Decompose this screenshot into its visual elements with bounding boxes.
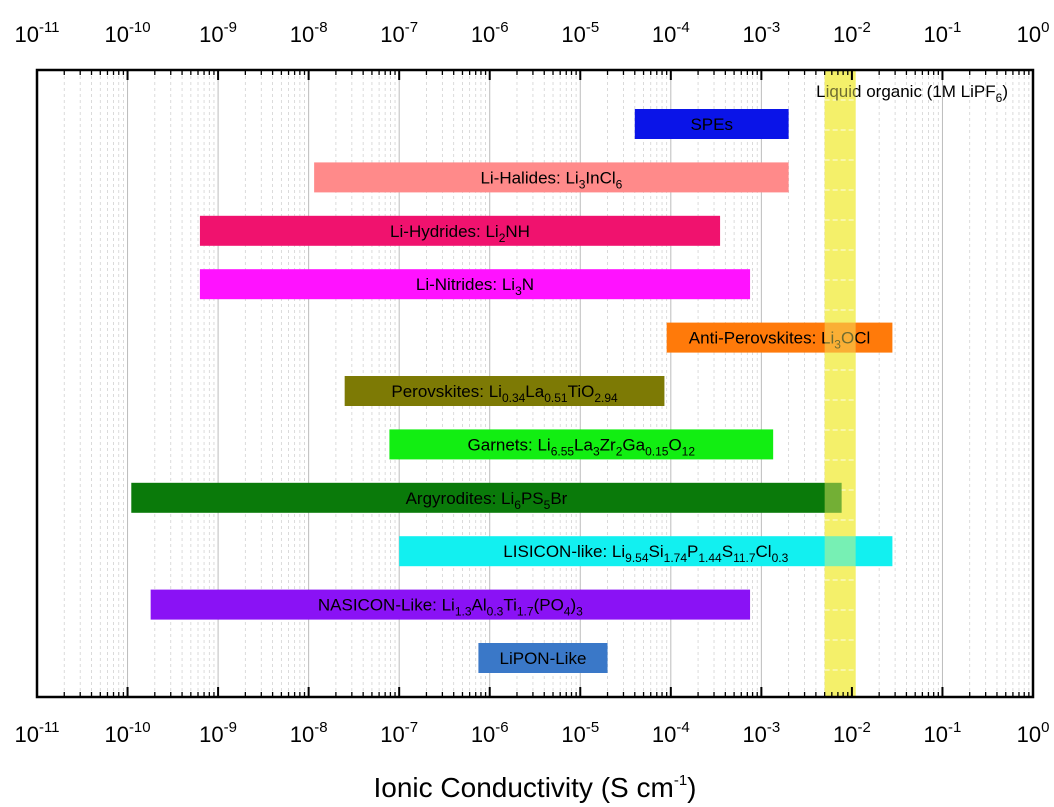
bar — [344, 376, 665, 406]
x-axis-title-main: Ionic Conductivity (S cm — [374, 772, 674, 803]
bar-label: Garnets: Li6.55La3Zr2Ga0.15O12 — [468, 435, 696, 458]
bar — [314, 162, 789, 193]
top-tick-label: 10-10 — [104, 19, 150, 47]
top-tick-label: 10-3 — [742, 19, 780, 47]
liquid-organic-highlight: Liquid organic (1M LiPF6) — [816, 70, 1008, 697]
bar-label: LISICON-like: Li9.54Si1.74P1.44S11.7Cl0.… — [503, 542, 788, 565]
bottom-tick-label: 10-9 — [199, 719, 237, 747]
bar — [199, 215, 721, 246]
x-axis-title: Ionic Conductivity (S cm-1) — [374, 772, 697, 803]
bottom-tick-label: 10-5 — [561, 719, 599, 747]
bar-label: Perovskites: Li0.34La0.51TiO2.94 — [391, 382, 618, 405]
bar — [478, 643, 608, 673]
top-tick-label: 10-2 — [833, 19, 871, 47]
bar-label: Li-Halides: Li3InCl6 — [480, 168, 622, 191]
top-tick-label: 100 — [1017, 19, 1050, 47]
bar-label: SPEs — [690, 115, 733, 134]
top-tick-label: 10-1 — [924, 19, 962, 47]
bar — [399, 536, 893, 567]
highlight-overlay — [824, 70, 856, 697]
top-tick-label: 10-9 — [199, 19, 237, 47]
bar-label: Argyrodites: Li6PS5Br — [406, 489, 568, 512]
bar — [389, 429, 774, 460]
bar-label: LiPON-Like — [500, 649, 587, 668]
bottom-tick-label: 10-3 — [742, 719, 780, 747]
top-tick-label: 10-6 — [471, 19, 509, 47]
bottom-tick-label: 10-2 — [833, 719, 871, 747]
axis-ticks — [36, 70, 1034, 697]
bottom-tick-label: 10-1 — [924, 719, 962, 747]
bottom-tick-label: 10-7 — [380, 719, 418, 747]
bottom-tick-label: 100 — [1017, 719, 1050, 747]
bar — [131, 482, 842, 513]
x-axis-title-sup: -1 — [674, 772, 687, 789]
bottom-tick-label: 10-4 — [652, 719, 690, 747]
x-axis-title-tail: ) — [687, 772, 696, 803]
bottom-tick-label: 10-11 — [14, 719, 59, 747]
plot-frame — [35, 68, 1035, 699]
bar — [199, 269, 751, 300]
bar-label: NASICON-Like: Li1.3Al0.3Ti1.7(PO4)3 — [318, 596, 583, 619]
bar-label: Li-Hydrides: Li2NH — [390, 222, 530, 245]
bar — [634, 109, 789, 139]
bottom-tick-label: 10-8 — [290, 719, 328, 747]
bottom-tick-label: 10-10 — [104, 719, 150, 747]
top-tick-label: 10-4 — [652, 19, 690, 47]
bottom-tick-label: 10-6 — [471, 719, 509, 747]
liquid-organic-band — [824, 70, 856, 697]
top-tick-label: 10-8 — [290, 19, 328, 47]
tick-labels: 10-11 10-11 10-10 10-10 10-9 10-9 10-8 10-8 10-7… — [14, 19, 1049, 747]
liquid-organic-overlay — [824, 70, 856, 697]
bars: SPEs Li-Halides: Li3InCl6 Li-Hydrides: Li2… — [131, 109, 893, 673]
top-tick-label: 10-5 — [561, 19, 599, 47]
bar-label: Li-Nitrides: Li3N — [416, 275, 534, 298]
liquid-organic-label: Liquid organic (1M LiPF6) — [816, 82, 1008, 105]
top-tick-label: 10-7 — [380, 19, 418, 47]
top-tick-label: 10-11 — [14, 19, 59, 47]
bar — [666, 322, 893, 353]
bar-label: Anti-Perovskites: Li3OCl — [689, 329, 870, 352]
bar — [150, 589, 751, 620]
